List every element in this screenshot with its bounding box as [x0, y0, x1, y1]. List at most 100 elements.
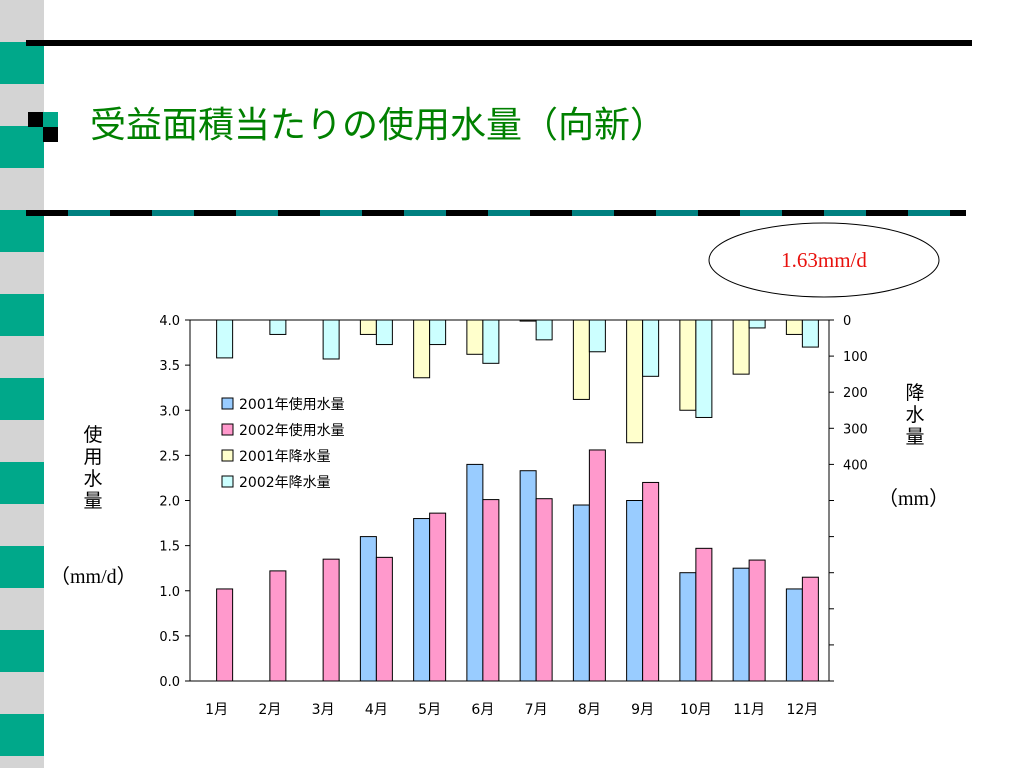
divider-segment [236, 210, 278, 216]
category-label: 10月 [680, 702, 712, 718]
sidebar-block [0, 210, 44, 252]
left-tick-label: 3.5 [159, 359, 180, 374]
legend-swatch [221, 475, 234, 488]
bar-usage-2002 [269, 570, 287, 682]
divider-segment [68, 210, 110, 216]
left-tick-label: 4.0 [159, 314, 180, 329]
right-axis-title-char: 量 [905, 426, 925, 448]
sidebar-block [0, 756, 44, 768]
bar-usage-2001 [466, 463, 484, 682]
sidebar-block [0, 294, 44, 336]
bar-usage-2002 [695, 547, 713, 682]
sidebar-block [0, 714, 44, 756]
bar-usage-2002 [375, 556, 393, 682]
bar-usage-2001 [519, 470, 537, 682]
bar-usage-2002 [216, 588, 234, 682]
left-tick-label: 2.5 [159, 449, 180, 464]
divider-segment [866, 210, 908, 216]
divider-segment [740, 210, 782, 216]
divider-segment [404, 210, 446, 216]
divider-segment [446, 210, 488, 216]
bar-usage-2001 [679, 572, 697, 682]
category-label: 6月 [471, 702, 494, 718]
legend-swatch [221, 397, 234, 410]
divider-segment [26, 210, 68, 216]
category-label: 5月 [418, 702, 441, 718]
legend-label: 2002年降水量 [239, 475, 331, 491]
category-label: 12月 [786, 702, 818, 718]
divider-segment [152, 210, 194, 216]
bar-usage-2001 [359, 536, 377, 682]
bar-usage-2001 [785, 588, 803, 682]
legend-label: 2001年使用水量 [239, 396, 345, 413]
category-label: 9月 [631, 702, 654, 718]
left-axis-title-char: 使 [83, 424, 103, 446]
bar-rain-2001 [732, 319, 750, 375]
divider-segment [614, 210, 656, 216]
divider-segment [194, 210, 236, 216]
bar-usage-2001 [413, 518, 431, 682]
category-label: 2月 [258, 702, 281, 718]
sidebar-block [0, 630, 44, 672]
divider-segment [782, 210, 824, 216]
bar-usage-2001 [732, 567, 750, 682]
sidebar-block [0, 168, 44, 210]
right-axis-title: 降 水 量 [904, 382, 926, 448]
left-tick-label: 1.5 [159, 540, 180, 555]
right-tick-label: 200 [843, 386, 868, 401]
divider-segment [530, 210, 572, 216]
bar-usage-2001 [572, 504, 590, 682]
bar-usage-2001 [626, 500, 644, 682]
category-label: 3月 [312, 702, 335, 718]
divider-segment [908, 210, 950, 216]
divider-segment [278, 210, 320, 216]
bar-usage-2002 [588, 449, 606, 682]
plot-area [189, 319, 830, 682]
bar-usage-2002 [322, 558, 340, 682]
bar-rain-2001 [359, 319, 377, 335]
divider-segment [572, 210, 614, 216]
right-tick-label: 300 [843, 422, 868, 437]
left-tick-label: 2.0 [159, 495, 180, 510]
bar-rain-2002 [801, 319, 819, 348]
legend-label: 2001年降水量 [239, 449, 331, 465]
right-tick-label: 100 [843, 350, 868, 365]
left-axis-title: 使 用 水 量 [82, 424, 104, 512]
left-axis-title-char: 水 [83, 468, 103, 490]
left-axis-unit: （mm/d） [50, 566, 137, 588]
left-axis-title-char: 用 [83, 446, 103, 468]
bar-rain-2002 [429, 319, 447, 346]
page-title: 受益面積当たりの使用水量（向新） [90, 105, 667, 146]
left-tick-label: 0.5 [159, 630, 180, 645]
sidebar-block [0, 252, 44, 294]
right-axis-unit: （mm） [878, 488, 950, 510]
sidebar-block [0, 42, 44, 84]
divider-segment [110, 210, 152, 216]
left-tick-label: 3.0 [159, 404, 180, 419]
title-rule [26, 40, 972, 46]
divider-segment [824, 210, 866, 216]
callout-value: 1.63mm/d [781, 248, 867, 272]
divider-segment [950, 210, 966, 216]
bar-rain-2002 [269, 319, 287, 335]
bar-usage-2002 [642, 481, 660, 682]
divider-segment [320, 210, 362, 216]
right-axis-title-char: 水 [905, 404, 925, 426]
bar-rain-2002 [695, 319, 713, 418]
bar-rain-2002 [322, 319, 340, 360]
divider-dashed [26, 210, 966, 216]
legend-label: 2002年使用水量 [239, 422, 345, 439]
category-label: 1月 [205, 702, 228, 718]
sidebar-block [0, 378, 44, 420]
bar-rain-2001 [626, 319, 644, 444]
right-axis-title-char: 降 [905, 382, 925, 404]
sidebar-block [0, 546, 44, 588]
divider-segment [656, 210, 698, 216]
callout-ellipse [708, 222, 940, 298]
bar-rain-2002 [748, 319, 766, 329]
bar-usage-2002 [429, 512, 447, 682]
bar-rain-2001 [785, 319, 803, 335]
bar-usage-2002 [748, 559, 766, 682]
sidebar-block [0, 336, 44, 378]
left-tick-label: 0.0 [159, 675, 180, 690]
